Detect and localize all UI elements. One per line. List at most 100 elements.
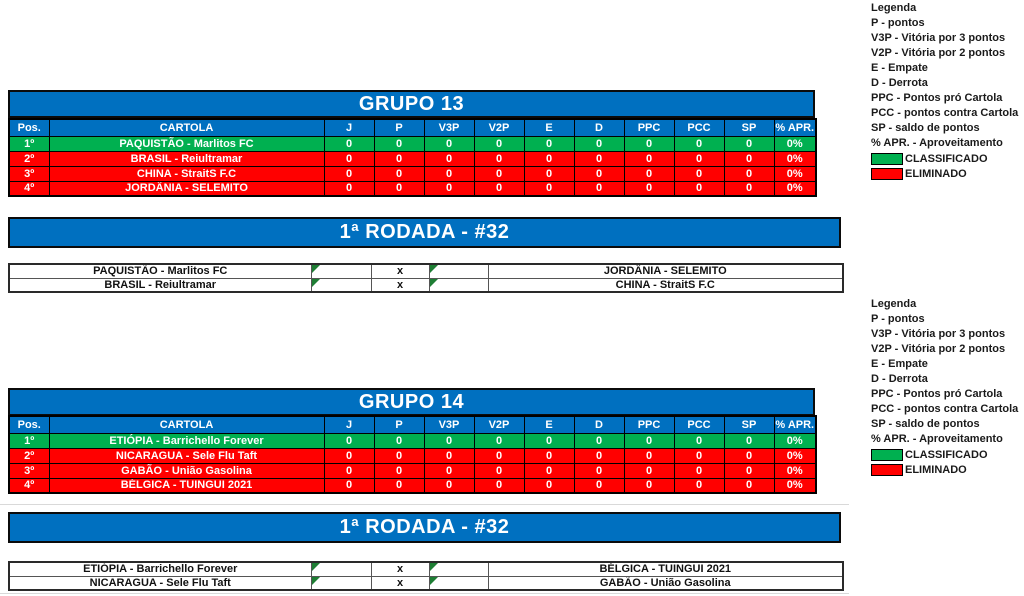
- stat-cell: 0: [323, 462, 375, 479]
- team-cell: BÉLGICA - TUINGUI 2021: [48, 477, 325, 494]
- col-header-sp: SP: [723, 415, 775, 434]
- home-score-cell[interactable]: [310, 277, 372, 293]
- stat-cell: 0: [423, 477, 475, 494]
- vs-cell: x: [370, 561, 430, 577]
- stat-cell: 0%: [773, 180, 817, 197]
- spreadsheet-gridline: [0, 593, 849, 594]
- stat-cell: 0: [723, 432, 775, 449]
- away-score-cell[interactable]: [428, 263, 489, 279]
- note-indicator-icon: [312, 563, 320, 571]
- home-score-cell[interactable]: [310, 263, 372, 279]
- stat-cell: 0: [423, 180, 475, 197]
- stat-cell: 0: [573, 432, 625, 449]
- stat-cell: 0: [323, 135, 375, 152]
- group-13-fixtures-table: PAQUISTÃO - Marlitos FC x JORDÂNIA - SEL…: [8, 263, 844, 293]
- legend-line: PCC - pontos contra Cartola: [871, 403, 1019, 415]
- legend-line: D - Derrota: [871, 77, 928, 89]
- group-14-round-title-bar: 1ª RODADA - #32: [8, 512, 841, 543]
- stat-cell: 0: [623, 462, 675, 479]
- standings-row: 3º CHINA - StraitS F.C 0 0 0 0 0 0 0 0 0…: [8, 165, 817, 182]
- stat-cell: 0: [573, 150, 625, 167]
- away-score-cell[interactable]: [428, 561, 489, 577]
- stat-cell: 0: [673, 180, 725, 197]
- col-header-j: J: [323, 118, 375, 137]
- col-header-v2p: V2P: [473, 415, 525, 434]
- stat-cell: 0: [623, 447, 675, 464]
- col-header-v2p: V2P: [473, 118, 525, 137]
- stat-cell: 0: [573, 165, 625, 182]
- classified-swatch-icon: [871, 153, 903, 165]
- legend-line: P - pontos: [871, 17, 925, 29]
- home-score-cell[interactable]: [310, 575, 372, 591]
- legend-line: % APR. - Aproveitamento: [871, 433, 1003, 445]
- stat-cell: 0: [473, 432, 525, 449]
- stat-cell: 0: [523, 135, 575, 152]
- away-team-cell: JORDÂNIA - SELEMITO: [487, 263, 844, 279]
- stat-cell: 0: [323, 165, 375, 182]
- legend-line: E - Empate: [871, 62, 928, 74]
- legend-block: Legenda P - pontos V3P - Vitória por 3 p…: [871, 297, 1023, 477]
- match-row: BRASIL - Reiultramar x CHINA - StraitS F…: [8, 277, 844, 293]
- stat-cell: 0: [523, 432, 575, 449]
- stat-cell: 0%: [773, 432, 817, 449]
- stat-cell: 0: [323, 477, 375, 494]
- stat-cell: 0: [423, 462, 475, 479]
- stat-cell: 0: [423, 150, 475, 167]
- standings-row: 3º GABÃO - União Gasolina 0 0 0 0 0 0 0 …: [8, 462, 817, 479]
- note-indicator-icon: [430, 577, 438, 585]
- stat-cell: 0%: [773, 447, 817, 464]
- note-indicator-icon: [312, 265, 320, 273]
- legend-classified-row: CLASSIFICADO: [871, 152, 1023, 166]
- team-cell: BRASIL - Reiultramar: [48, 150, 325, 167]
- stat-cell: 0: [673, 462, 725, 479]
- away-score-cell[interactable]: [428, 575, 489, 591]
- stat-cell: 0: [723, 462, 775, 479]
- col-header-e: E: [523, 118, 575, 137]
- team-cell: NICARAGUA - Sele Flu Taft: [48, 447, 325, 464]
- eliminated-swatch-icon: [871, 464, 903, 476]
- legend-title: Legenda: [871, 298, 917, 310]
- standings-row: 1º PAQUISTÃO - Marlitos FC 0 0 0 0 0 0 0…: [8, 135, 817, 152]
- away-team-cell: GABÃO - União Gasolina: [487, 575, 844, 591]
- legend-block: Legenda P - pontos V3P - Vitória por 3 p…: [871, 1, 1023, 181]
- classified-label: CLASSIFICADO: [905, 449, 988, 461]
- match-row: NICARAGUA - Sele Flu Taft x GABÃO - Uniã…: [8, 575, 844, 591]
- standings-header-row: Pos. CARTOLA J P V3P V2P E D PPC PCC SP …: [8, 415, 817, 434]
- stat-cell: 0: [523, 150, 575, 167]
- away-team-cell: BÉLGICA - TUINGUI 2021: [487, 561, 844, 577]
- legend-line: V2P - Vitória por 2 pontos: [871, 47, 1006, 59]
- stat-cell: 0: [573, 447, 625, 464]
- col-header-pos: Pos.: [8, 415, 50, 434]
- away-score-cell[interactable]: [428, 277, 489, 293]
- stat-cell: 0: [473, 165, 525, 182]
- stat-cell: 0: [523, 180, 575, 197]
- col-header-apr: % APR.: [773, 118, 817, 137]
- stat-cell: 0: [473, 135, 525, 152]
- col-header-j: J: [323, 415, 375, 434]
- legend-eliminated-row: ELIMINADO: [871, 463, 1023, 477]
- stat-cell: 0: [623, 432, 675, 449]
- position-cell: 4º: [8, 180, 50, 197]
- legend-line: SP - saldo de pontos: [871, 418, 980, 430]
- col-header-e: E: [523, 415, 575, 434]
- note-indicator-icon: [430, 265, 438, 273]
- legend-line: V3P - Vitória por 3 pontos: [871, 32, 1006, 44]
- legend-line: % APR. - Aproveitamento: [871, 137, 1003, 149]
- home-team-cell: NICARAGUA - Sele Flu Taft: [8, 575, 312, 591]
- stat-cell: 0: [323, 447, 375, 464]
- col-header-p: P: [373, 415, 425, 434]
- home-score-cell[interactable]: [310, 561, 372, 577]
- col-header-d: D: [573, 415, 625, 434]
- classified-swatch-icon: [871, 449, 903, 461]
- away-team-cell: CHINA - StraitS F.C: [487, 277, 844, 293]
- legend-eliminated-row: ELIMINADO: [871, 167, 1023, 181]
- spreadsheet-gridline: [0, 504, 849, 505]
- group-14-title-bar: GRUPO 14: [8, 388, 815, 416]
- stat-cell: 0%: [773, 150, 817, 167]
- eliminated-swatch-icon: [871, 168, 903, 180]
- vs-cell: x: [370, 263, 430, 279]
- stat-cell: 0: [573, 135, 625, 152]
- stat-cell: 0: [373, 477, 425, 494]
- group-13-round-title-bar: 1ª RODADA - #32: [8, 217, 841, 248]
- stat-cell: 0: [723, 150, 775, 167]
